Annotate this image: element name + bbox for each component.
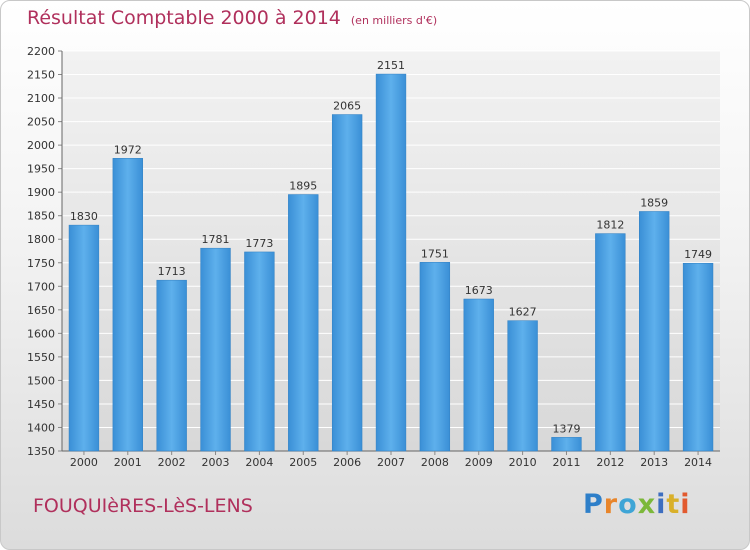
y-tick-label: 1800 — [27, 233, 55, 246]
proxiti-logo: Proxiti — [583, 489, 691, 520]
data-label: 1781 — [202, 233, 230, 246]
data-label: 2065 — [333, 100, 361, 113]
x-tick-label: 2002 — [158, 456, 186, 469]
y-tick-label: 1550 — [27, 351, 55, 364]
y-tick-label: 1500 — [27, 374, 55, 387]
x-tick-label: 2005 — [289, 456, 317, 469]
y-tick-label: 1900 — [27, 186, 55, 199]
bar — [375, 73, 407, 452]
data-label: 1773 — [245, 237, 273, 250]
data-label: 2151 — [377, 59, 405, 72]
y-tick-label: 1650 — [27, 304, 55, 317]
bar — [244, 251, 275, 452]
bar — [682, 262, 714, 452]
y-tick-label: 2000 — [27, 139, 55, 152]
bar — [156, 279, 187, 452]
x-tick-label: 2010 — [509, 456, 537, 469]
x-tick-label: 2011 — [552, 456, 580, 469]
logo-letter: x — [637, 489, 657, 520]
x-tick-label: 2004 — [245, 456, 273, 469]
bar — [112, 158, 143, 452]
bar — [200, 247, 231, 452]
x-tick-label: 2012 — [596, 456, 624, 469]
y-tick-label: 1850 — [27, 210, 55, 223]
x-tick-label: 2003 — [202, 456, 230, 469]
x-tick-label: 2006 — [333, 456, 361, 469]
x-tick-label: 2008 — [421, 456, 449, 469]
chart-subtitle: (en milliers d'€) — [350, 14, 438, 27]
y-tick-label: 2150 — [27, 69, 55, 82]
y-tick-label: 2100 — [27, 92, 55, 105]
data-label: 1895 — [289, 180, 317, 193]
logo-letter: i — [656, 489, 667, 520]
data-label: 1972 — [114, 143, 142, 156]
x-tick-label: 2007 — [377, 456, 405, 469]
bar — [288, 194, 319, 452]
data-label: 1673 — [465, 284, 493, 297]
x-tick-label: 2014 — [684, 456, 712, 469]
data-label: 1749 — [684, 248, 712, 261]
data-label: 1627 — [509, 306, 537, 319]
data-label: 1751 — [421, 247, 449, 260]
chart-title: Résultat Comptable 2000 à 2014 (en millie… — [27, 7, 437, 29]
logo-letter: P — [583, 489, 604, 520]
y-tick-label: 1950 — [27, 163, 55, 176]
y-tick-label: 1350 — [27, 445, 55, 458]
x-tick-label: 2013 — [640, 456, 668, 469]
data-label: 1830 — [70, 210, 98, 223]
data-label: 1713 — [158, 265, 186, 278]
bar — [551, 437, 582, 452]
y-tick-label: 1750 — [27, 257, 55, 270]
bar — [419, 262, 451, 452]
bar — [595, 233, 626, 452]
bar — [639, 211, 670, 452]
chart-title-main: Résultat Comptable 2000 à 2014 — [27, 7, 341, 29]
bar-chart: 1350 1400 1450 1500 1550 1600 1650 1700 1750 1800… — [27, 45, 720, 469]
y-tick-label: 1700 — [27, 280, 55, 293]
bar — [463, 298, 494, 452]
data-label: 1859 — [640, 196, 668, 209]
y-tick-label: 1600 — [27, 327, 55, 340]
bar — [68, 224, 100, 452]
y-tick-label: 1400 — [27, 421, 55, 434]
bar — [331, 114, 363, 452]
y-tick-label: 2200 — [27, 45, 55, 58]
x-tick-label: 2009 — [465, 456, 493, 469]
logo-letter: i — [680, 489, 691, 520]
data-label: 1812 — [596, 219, 624, 232]
data-label: 1379 — [552, 422, 580, 435]
x-tick-label: 2000 — [70, 456, 98, 469]
logo-letter: o — [618, 489, 638, 520]
commune-name: FOUQUIèRES-LèS-LENS — [33, 495, 253, 517]
logo-letter: r — [603, 489, 619, 520]
y-tick-label: 1450 — [27, 398, 55, 411]
bar — [507, 320, 538, 452]
y-tick-label: 2050 — [27, 116, 55, 129]
logo-letter: t — [666, 489, 681, 520]
x-tick-label: 2001 — [114, 456, 142, 469]
